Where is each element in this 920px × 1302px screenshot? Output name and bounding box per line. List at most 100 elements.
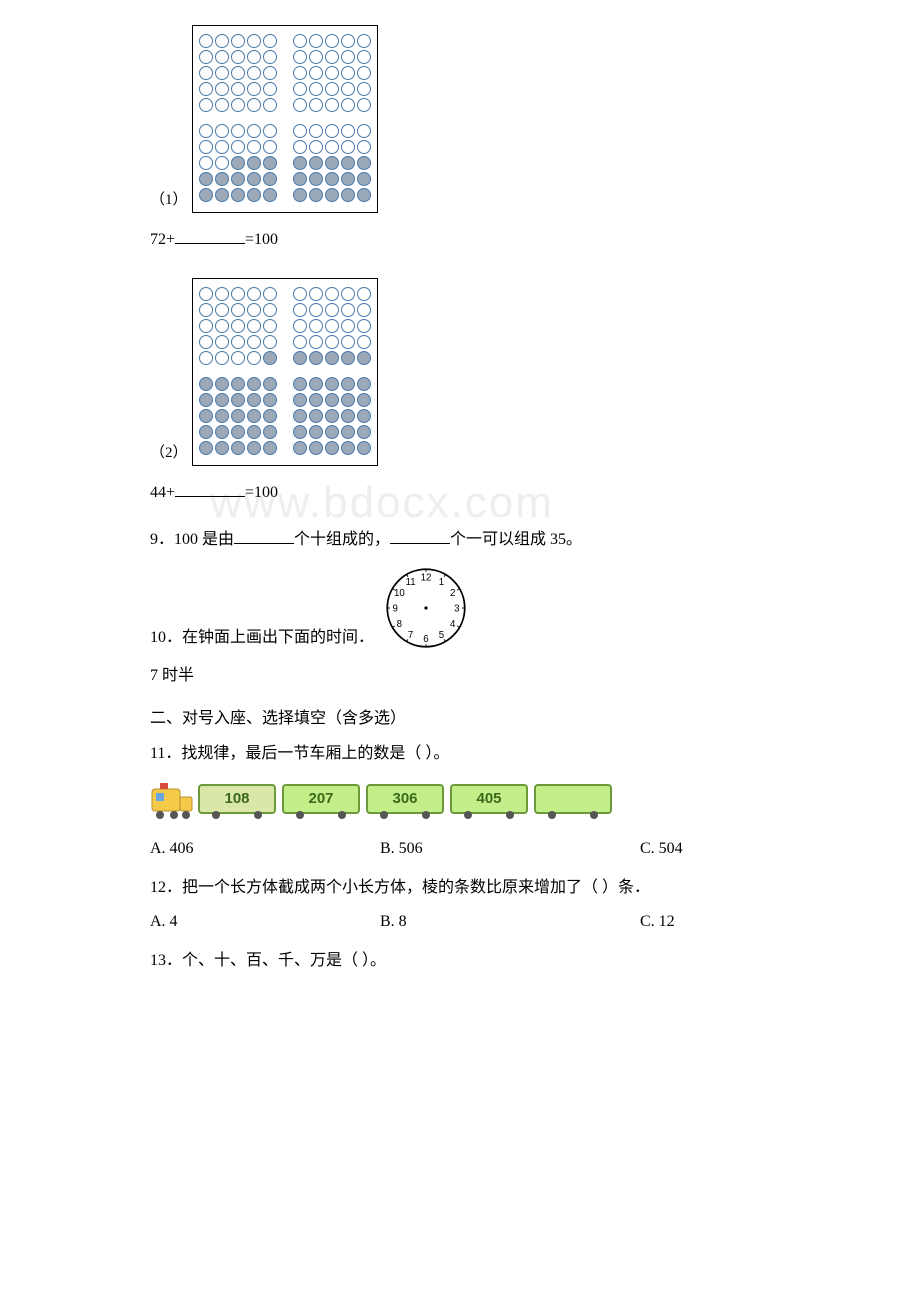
svg-text:7: 7 [408,631,413,642]
dot [341,425,355,439]
train-car: 108 [198,784,276,814]
dot [293,66,307,80]
dot [309,393,323,407]
dot [357,287,371,301]
q12-option-a[interactable]: A. 4 [150,908,380,937]
dot [357,409,371,423]
dot [357,377,371,391]
dot [199,50,213,64]
dot [357,98,371,112]
dot [263,303,277,317]
blank-q9-1[interactable] [234,543,294,544]
dot [341,441,355,455]
blank-eq1[interactable] [175,243,245,244]
dot [215,319,229,333]
dot [215,393,229,407]
dot [293,172,307,186]
q10-time: 7 时半 [150,662,770,691]
dot [231,319,245,333]
dot [231,124,245,138]
eq1-suffix: =100 [245,231,278,248]
train-car: 207 [282,784,360,814]
dot [325,172,339,186]
q8-figure-2: （2） [150,273,770,471]
dot [325,319,339,333]
dot [309,335,323,349]
q11-option-b[interactable]: B. 506 [380,835,640,864]
dot [293,287,307,301]
dot [325,351,339,365]
dot [199,172,213,186]
dot [325,124,339,138]
svg-text:2: 2 [450,588,455,599]
dot [309,287,323,301]
dot [357,425,371,439]
dot [293,34,307,48]
dot [215,156,229,170]
dot [247,140,261,154]
q9-mid: 个十组成的， [294,531,390,548]
svg-text:12: 12 [421,573,432,584]
q12-option-c[interactable]: C. 12 [640,908,770,937]
dot [357,34,371,48]
dot [263,98,277,112]
dot [293,409,307,423]
dot [293,303,307,317]
dot [247,335,261,349]
dot [325,82,339,96]
dot [357,124,371,138]
dot [263,66,277,80]
dot [199,335,213,349]
dot [309,156,323,170]
train-car [534,784,612,814]
dot [215,409,229,423]
dot [263,287,277,301]
dot [199,393,213,407]
q12-option-b[interactable]: B. 8 [380,908,640,937]
dot [309,50,323,64]
q8-equation-1: 72+=100 [150,226,770,255]
dot [263,377,277,391]
dot [247,287,261,301]
dot [325,425,339,439]
dot [247,172,261,186]
dot [357,50,371,64]
dot [341,82,355,96]
dot [357,335,371,349]
dot [199,34,213,48]
svg-text:8: 8 [397,619,402,630]
dot [357,66,371,80]
dot [309,34,323,48]
svg-text:3: 3 [454,604,459,615]
q11-option-a[interactable]: A. 406 [150,835,380,864]
q11-option-c[interactable]: C. 504 [640,835,770,864]
svg-text:6: 6 [423,635,428,646]
dot [263,124,277,138]
dot [309,98,323,112]
dot [263,140,277,154]
dot [357,319,371,333]
q9-prefix: 9．100 是由 [150,531,234,548]
dot [341,287,355,301]
dot [293,188,307,202]
dot [199,188,213,202]
blank-q9-2[interactable] [390,543,450,544]
svg-text:9: 9 [393,604,398,615]
dot [325,377,339,391]
dot [263,156,277,170]
dot [231,34,245,48]
dot [231,66,245,80]
train-row: 108207306405 [150,781,770,817]
dot [325,441,339,455]
svg-text:10: 10 [394,588,405,599]
dot [341,66,355,80]
dot [293,156,307,170]
blank-eq2[interactable] [175,496,245,497]
dot-box-2 [192,278,378,466]
dot [199,124,213,138]
dot [231,425,245,439]
dot [215,172,229,186]
dot [325,409,339,423]
dot [293,140,307,154]
eq2-suffix: =100 [245,484,278,501]
